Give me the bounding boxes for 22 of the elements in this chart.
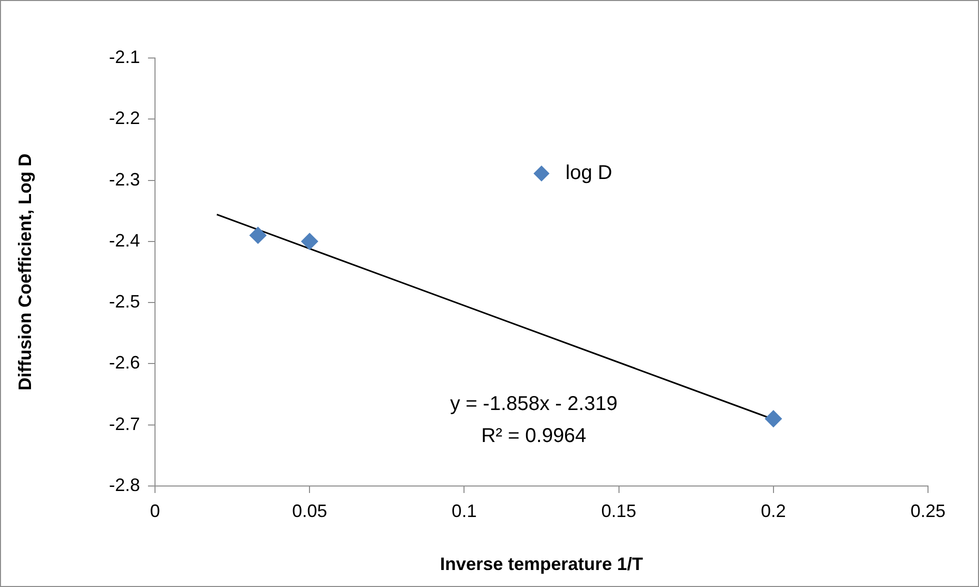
y-tick-label: -2.2 — [108, 108, 140, 128]
y-tick-label: -2.7 — [108, 414, 140, 434]
y-axis-title: Diffusion Coefficient, Log D — [14, 154, 35, 390]
y-tick-label: -2.1 — [108, 46, 140, 67]
point — [301, 232, 318, 250]
x-tick-label: 0.05 — [292, 500, 328, 521]
legend-label: log D — [566, 162, 612, 184]
point — [764, 410, 782, 428]
x-tick-label: 0.1 — [452, 500, 477, 521]
annotation: y = -1.858x - 2.319 — [450, 393, 618, 416]
y-tick-label: -2.3 — [108, 169, 140, 190]
y-tick-label: -2.4 — [108, 230, 140, 250]
x-tick-label: 0.15 — [601, 500, 636, 521]
y-tick-label: -2.8 — [108, 474, 140, 495]
x-axis-title: Inverse temperature 1/T — [440, 554, 644, 574]
annotation: R² = 0.9964 — [481, 425, 586, 448]
x-tick-label: 0.25 — [910, 500, 946, 521]
x-tick-label: 0 — [150, 500, 160, 521]
y-tick-label: -2.6 — [108, 352, 140, 373]
x-tick-label: 0.2 — [760, 500, 786, 521]
y-tick-label: -2.5 — [108, 292, 140, 312]
point — [249, 226, 266, 244]
